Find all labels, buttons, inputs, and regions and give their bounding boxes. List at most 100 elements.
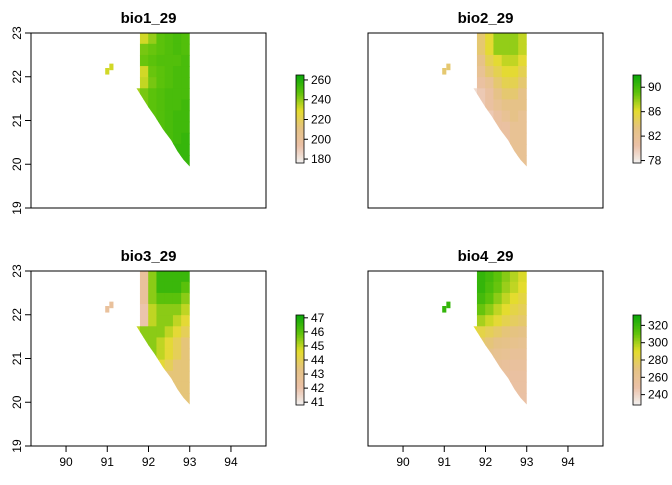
legend-swatch xyxy=(296,391,304,394)
raster-cell xyxy=(468,337,478,350)
legend-swatch xyxy=(633,99,641,102)
legend-swatch xyxy=(633,403,641,406)
raster-cell xyxy=(476,271,486,283)
raster-cell xyxy=(518,54,527,67)
raster-cell xyxy=(476,99,486,112)
raster-cell xyxy=(181,304,190,316)
legend-swatch xyxy=(633,355,641,358)
legend-swatch xyxy=(296,363,304,365)
legend-swatch xyxy=(296,340,304,343)
legend-swatch xyxy=(633,349,641,352)
legend-swatch xyxy=(296,79,304,82)
raster-cell xyxy=(164,155,174,167)
raster-cell xyxy=(501,304,511,316)
raster-cell xyxy=(493,54,503,67)
raster-cell xyxy=(156,143,166,156)
raster-cell xyxy=(139,304,149,316)
legend-swatch xyxy=(296,397,304,400)
raster-cell xyxy=(148,43,158,56)
x-tick-label: 94 xyxy=(224,455,238,469)
raster-cell xyxy=(493,88,503,101)
legend-swatch xyxy=(633,372,641,374)
raster-cell xyxy=(164,54,174,67)
legend-swatch xyxy=(296,161,304,164)
legend-swatch xyxy=(296,82,304,85)
raster-cell xyxy=(164,393,174,405)
legend-tick-label: 320 xyxy=(648,318,668,332)
raster-cell xyxy=(476,304,486,316)
legend-swatch xyxy=(633,145,641,148)
y-tick-label: 23 xyxy=(10,26,24,40)
legend-swatch xyxy=(296,83,304,86)
raster-cell xyxy=(493,110,503,123)
raster-cell xyxy=(476,281,486,294)
raster-cell xyxy=(518,370,527,383)
raster-cell xyxy=(181,99,190,112)
raster-cell xyxy=(485,88,495,101)
raster-cell xyxy=(148,110,158,123)
raster-cell xyxy=(156,33,166,45)
legend-swatch xyxy=(633,133,641,136)
legend-swatch xyxy=(633,102,641,105)
legend-swatch xyxy=(296,402,304,404)
raster-cell xyxy=(518,77,527,89)
legend-swatch xyxy=(633,129,641,132)
raster-cell xyxy=(156,54,166,67)
raster-cell xyxy=(164,304,174,316)
raster-cell xyxy=(156,66,166,78)
legend-swatch xyxy=(296,315,304,317)
legend-swatch xyxy=(633,321,641,323)
raster-cell xyxy=(156,370,166,383)
legend-swatch xyxy=(296,121,304,124)
raster-cell xyxy=(501,370,511,383)
island-cell xyxy=(442,68,447,75)
legend-swatch xyxy=(633,331,641,334)
raster-cell xyxy=(148,54,158,67)
island-cell xyxy=(442,306,447,313)
legend-swatch xyxy=(633,390,641,392)
raster-cell xyxy=(164,66,174,78)
raster-cell xyxy=(485,281,495,294)
panel-bio4_29: bio4_29 90 91 92 93 94 240 260 280 300 320 xyxy=(367,248,668,469)
legend-swatch xyxy=(633,385,641,388)
x-tick-label: 91 xyxy=(438,455,452,469)
legend-swatch xyxy=(296,127,304,130)
raster-cell xyxy=(485,110,495,123)
legend-swatch xyxy=(633,120,641,123)
raster-cell xyxy=(501,143,511,156)
legend-swatch xyxy=(296,400,304,403)
legend-swatch xyxy=(296,384,304,386)
raster-cell xyxy=(509,337,519,350)
legend-swatch xyxy=(633,105,641,108)
legend-swatch xyxy=(633,346,641,349)
legend-swatch xyxy=(633,336,641,338)
legend-swatch xyxy=(296,354,304,356)
raster-cell xyxy=(164,292,174,305)
legend-swatch xyxy=(296,330,304,332)
raster-cell xyxy=(501,99,511,112)
legend-swatch xyxy=(633,399,641,401)
legend-swatch xyxy=(296,98,304,101)
legend-swatch xyxy=(296,107,304,110)
legend-swatch xyxy=(633,89,641,92)
raster-cell xyxy=(164,281,174,294)
raster-cell xyxy=(139,66,149,78)
legend-swatch xyxy=(296,143,304,146)
raster-cell xyxy=(172,348,182,361)
legend-swatch xyxy=(296,336,304,338)
legend-swatch xyxy=(633,83,641,86)
x-tick-label: 90 xyxy=(396,455,410,469)
panel-title: bio1_29 xyxy=(121,10,177,27)
legend-swatch xyxy=(296,77,304,80)
legend-tick-label: 45 xyxy=(311,339,325,353)
raster-cell xyxy=(156,281,166,294)
x-tick-label: 93 xyxy=(520,455,534,469)
raster-bio3_29 xyxy=(131,271,190,405)
island-cell xyxy=(109,301,114,309)
raster-cell xyxy=(172,132,182,145)
legend-swatch xyxy=(296,139,304,142)
raster-cell xyxy=(485,66,495,78)
legend-swatch xyxy=(633,330,641,332)
raster-cell xyxy=(509,271,519,283)
raster-cell xyxy=(172,315,182,327)
